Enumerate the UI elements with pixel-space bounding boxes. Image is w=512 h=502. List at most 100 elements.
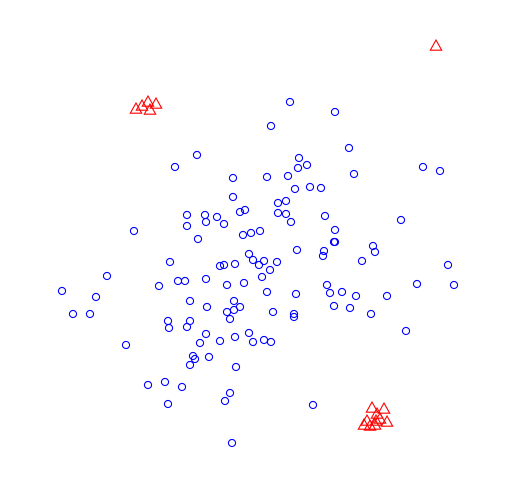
- circle-point: [235, 302, 245, 312]
- circle-point: [255, 226, 265, 236]
- circle-point: [289, 309, 299, 319]
- circle-point: [222, 307, 232, 317]
- circle-point: [248, 255, 258, 265]
- circle-point: [228, 173, 238, 183]
- circle-point: [228, 192, 238, 202]
- circle-point: [329, 301, 339, 311]
- circle-point: [370, 247, 380, 257]
- circle-point: [164, 323, 174, 333]
- circle-point: [180, 276, 190, 286]
- circle-point: [154, 281, 164, 291]
- circle-point: [91, 292, 101, 302]
- circle-point: [286, 217, 296, 227]
- circle-point: [291, 289, 301, 299]
- circle-point: [193, 234, 203, 244]
- circle-point: [185, 296, 195, 306]
- circle-point: [239, 278, 249, 288]
- circle-point: [351, 291, 361, 301]
- circle-point: [195, 338, 205, 348]
- triangle-point: [368, 417, 382, 430]
- circle-point: [225, 314, 235, 324]
- circle-point: [443, 260, 453, 270]
- triangle-point: [149, 96, 163, 109]
- circle-point: [163, 316, 173, 326]
- circle-point: [182, 221, 192, 231]
- circle-point: [319, 246, 329, 256]
- circle-point: [344, 143, 354, 153]
- circle-point: [230, 259, 240, 269]
- circle-point: [160, 377, 170, 387]
- circle-point: [290, 184, 300, 194]
- circle-point: [173, 276, 183, 286]
- circle-point: [281, 209, 291, 219]
- circle-point: [202, 302, 212, 312]
- circle-point: [201, 217, 211, 227]
- circle-point: [240, 205, 250, 215]
- circle-point: [201, 274, 211, 284]
- circle-point: [246, 228, 256, 238]
- circle-point: [204, 352, 214, 362]
- circle-point: [418, 162, 428, 172]
- triangle-point: [135, 98, 149, 111]
- circle-point: [325, 288, 335, 298]
- circle-point: [192, 150, 202, 160]
- circle-point: [289, 312, 299, 322]
- circle-point: [345, 303, 355, 313]
- circle-point: [257, 272, 267, 282]
- circle-point: [215, 261, 225, 271]
- circle-point: [170, 162, 180, 172]
- triangle-point: [143, 102, 157, 115]
- triangle-point: [141, 94, 155, 107]
- circle-point: [212, 212, 222, 222]
- circle-point: [244, 249, 254, 259]
- circle-point: [285, 97, 295, 107]
- circle-point: [281, 196, 291, 206]
- circle-point: [219, 260, 229, 270]
- circle-point: [330, 107, 340, 117]
- circle-point: [222, 280, 232, 290]
- circle-point: [254, 260, 264, 270]
- circle-point: [396, 215, 406, 225]
- circle-point: [265, 265, 275, 275]
- triangle-point: [129, 101, 143, 114]
- circle-point: [357, 256, 367, 266]
- circle-point: [268, 307, 278, 317]
- circle-point: [225, 388, 235, 398]
- circle-point: [259, 256, 269, 266]
- circle-point: [302, 160, 312, 170]
- circle-point: [163, 399, 173, 409]
- circle-point: [215, 336, 225, 346]
- circle-point: [320, 211, 330, 221]
- circle-point: [231, 362, 241, 372]
- circle-point: [337, 287, 347, 297]
- circle-point: [366, 309, 376, 319]
- circle-point: [293, 163, 303, 173]
- circle-point: [262, 287, 272, 297]
- circle-point: [266, 337, 276, 347]
- circle-point: [121, 340, 131, 350]
- circle-point: [102, 271, 112, 281]
- circle-point: [316, 183, 326, 193]
- circle-point: [68, 309, 78, 319]
- circle-point: [330, 225, 340, 235]
- circle-point: [244, 328, 254, 338]
- circle-point: [272, 257, 282, 267]
- circle-point: [235, 207, 245, 217]
- circle-point: [143, 380, 153, 390]
- circle-point: [177, 382, 187, 392]
- triangle-point: [373, 411, 387, 424]
- circle-point: [200, 210, 210, 220]
- circle-point: [220, 396, 230, 406]
- circle-point: [273, 198, 283, 208]
- circle-point: [318, 251, 328, 261]
- circle-point: [449, 280, 459, 290]
- circle-point: [308, 400, 318, 410]
- circle-point: [201, 329, 211, 339]
- circle-point: [230, 332, 240, 342]
- circle-point: [435, 166, 445, 176]
- circle-point: [292, 245, 302, 255]
- circle-series: [57, 97, 459, 448]
- circle-point: [412, 279, 422, 289]
- circle-point: [305, 182, 315, 192]
